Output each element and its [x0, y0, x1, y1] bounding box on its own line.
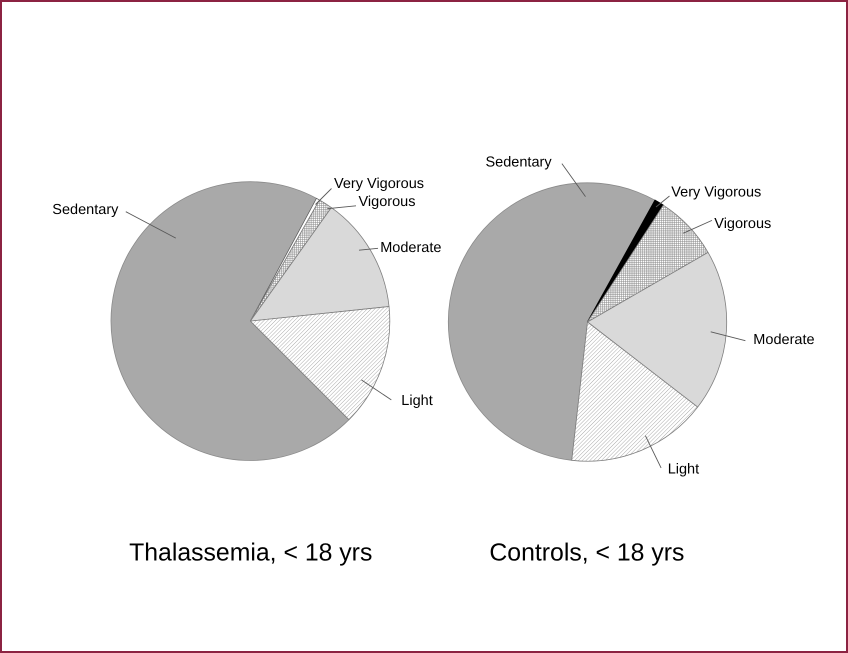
svg-text:Controls, < 18 yrs: Controls, < 18 yrs: [489, 540, 684, 567]
svg-text:Vigorous: Vigorous: [714, 216, 771, 232]
svg-text:Moderate: Moderate: [380, 240, 441, 256]
svg-text:Very Vigorous: Very Vigorous: [671, 184, 761, 200]
svg-text:Light: Light: [668, 462, 699, 478]
svg-text:Sedentary: Sedentary: [52, 202, 119, 218]
svg-text:Thalassemia, < 18 yrs: Thalassemia, < 18 yrs: [129, 540, 372, 567]
svg-text:Light: Light: [401, 393, 432, 409]
svg-text:Sedentary: Sedentary: [486, 154, 553, 170]
svg-text:Moderate: Moderate: [753, 332, 814, 348]
svg-text:Vigorous: Vigorous: [359, 194, 416, 210]
svg-text:Very Vigorous: Very Vigorous: [334, 176, 424, 192]
